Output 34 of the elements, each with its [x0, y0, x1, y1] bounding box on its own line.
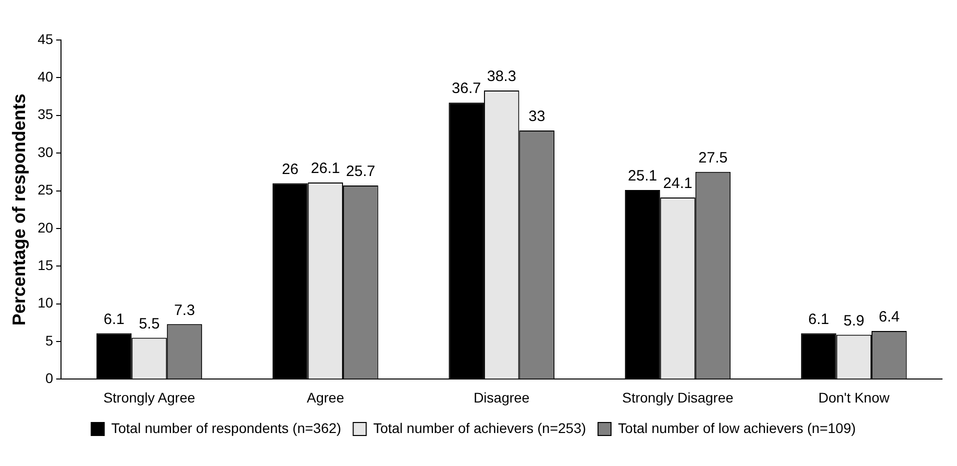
data-label: 6.4	[878, 308, 900, 326]
data-label: 26	[282, 160, 299, 178]
x-tick-label: Strongly Agree	[103, 389, 196, 406]
y-tick-label: 0	[45, 370, 54, 386]
y-tick-label: 10	[38, 294, 54, 311]
data-label: 6.1	[808, 310, 830, 328]
x-tick-label: Agree	[306, 389, 344, 406]
data-label: 26.1	[310, 160, 340, 178]
data-label: 36.7	[452, 80, 481, 98]
y-tick-label: 5	[45, 332, 54, 348]
y-tick-label: 45	[38, 30, 54, 47]
data-label: 25.7	[346, 163, 376, 180]
x-tick-label: Strongly Disagree	[622, 389, 734, 406]
x-tick-label: Don't Know	[818, 389, 890, 406]
y-tick-label: 30	[38, 144, 54, 160]
legend-label: Total number of low achievers (n=109)	[618, 420, 856, 436]
data-label: 38.3	[486, 68, 516, 86]
data-label: 27.5	[698, 150, 728, 167]
y-tick-label: 25	[38, 182, 54, 198]
y-tick-label: 35	[38, 106, 54, 122]
data-label: 25.1	[628, 168, 658, 185]
x-tick-label: Disagree	[474, 389, 530, 406]
data-label: 5.5	[138, 315, 160, 332]
y-tick-label: 15	[38, 256, 54, 273]
y-tick-label: 40	[38, 68, 54, 85]
data-label: 7.3	[174, 302, 195, 319]
y-tick-label: 20	[38, 219, 54, 236]
legend-label: Total number of achievers (n=253)	[373, 420, 586, 436]
y-axis-title: Percentage of respondents	[8, 94, 29, 326]
legend-label: Total number of respondents (n=362)	[111, 420, 342, 436]
data-label: 24.1	[663, 175, 692, 192]
data-label: 6.1	[104, 310, 124, 328]
data-label: 5.9	[843, 312, 864, 330]
data-label: 33	[528, 108, 546, 126]
